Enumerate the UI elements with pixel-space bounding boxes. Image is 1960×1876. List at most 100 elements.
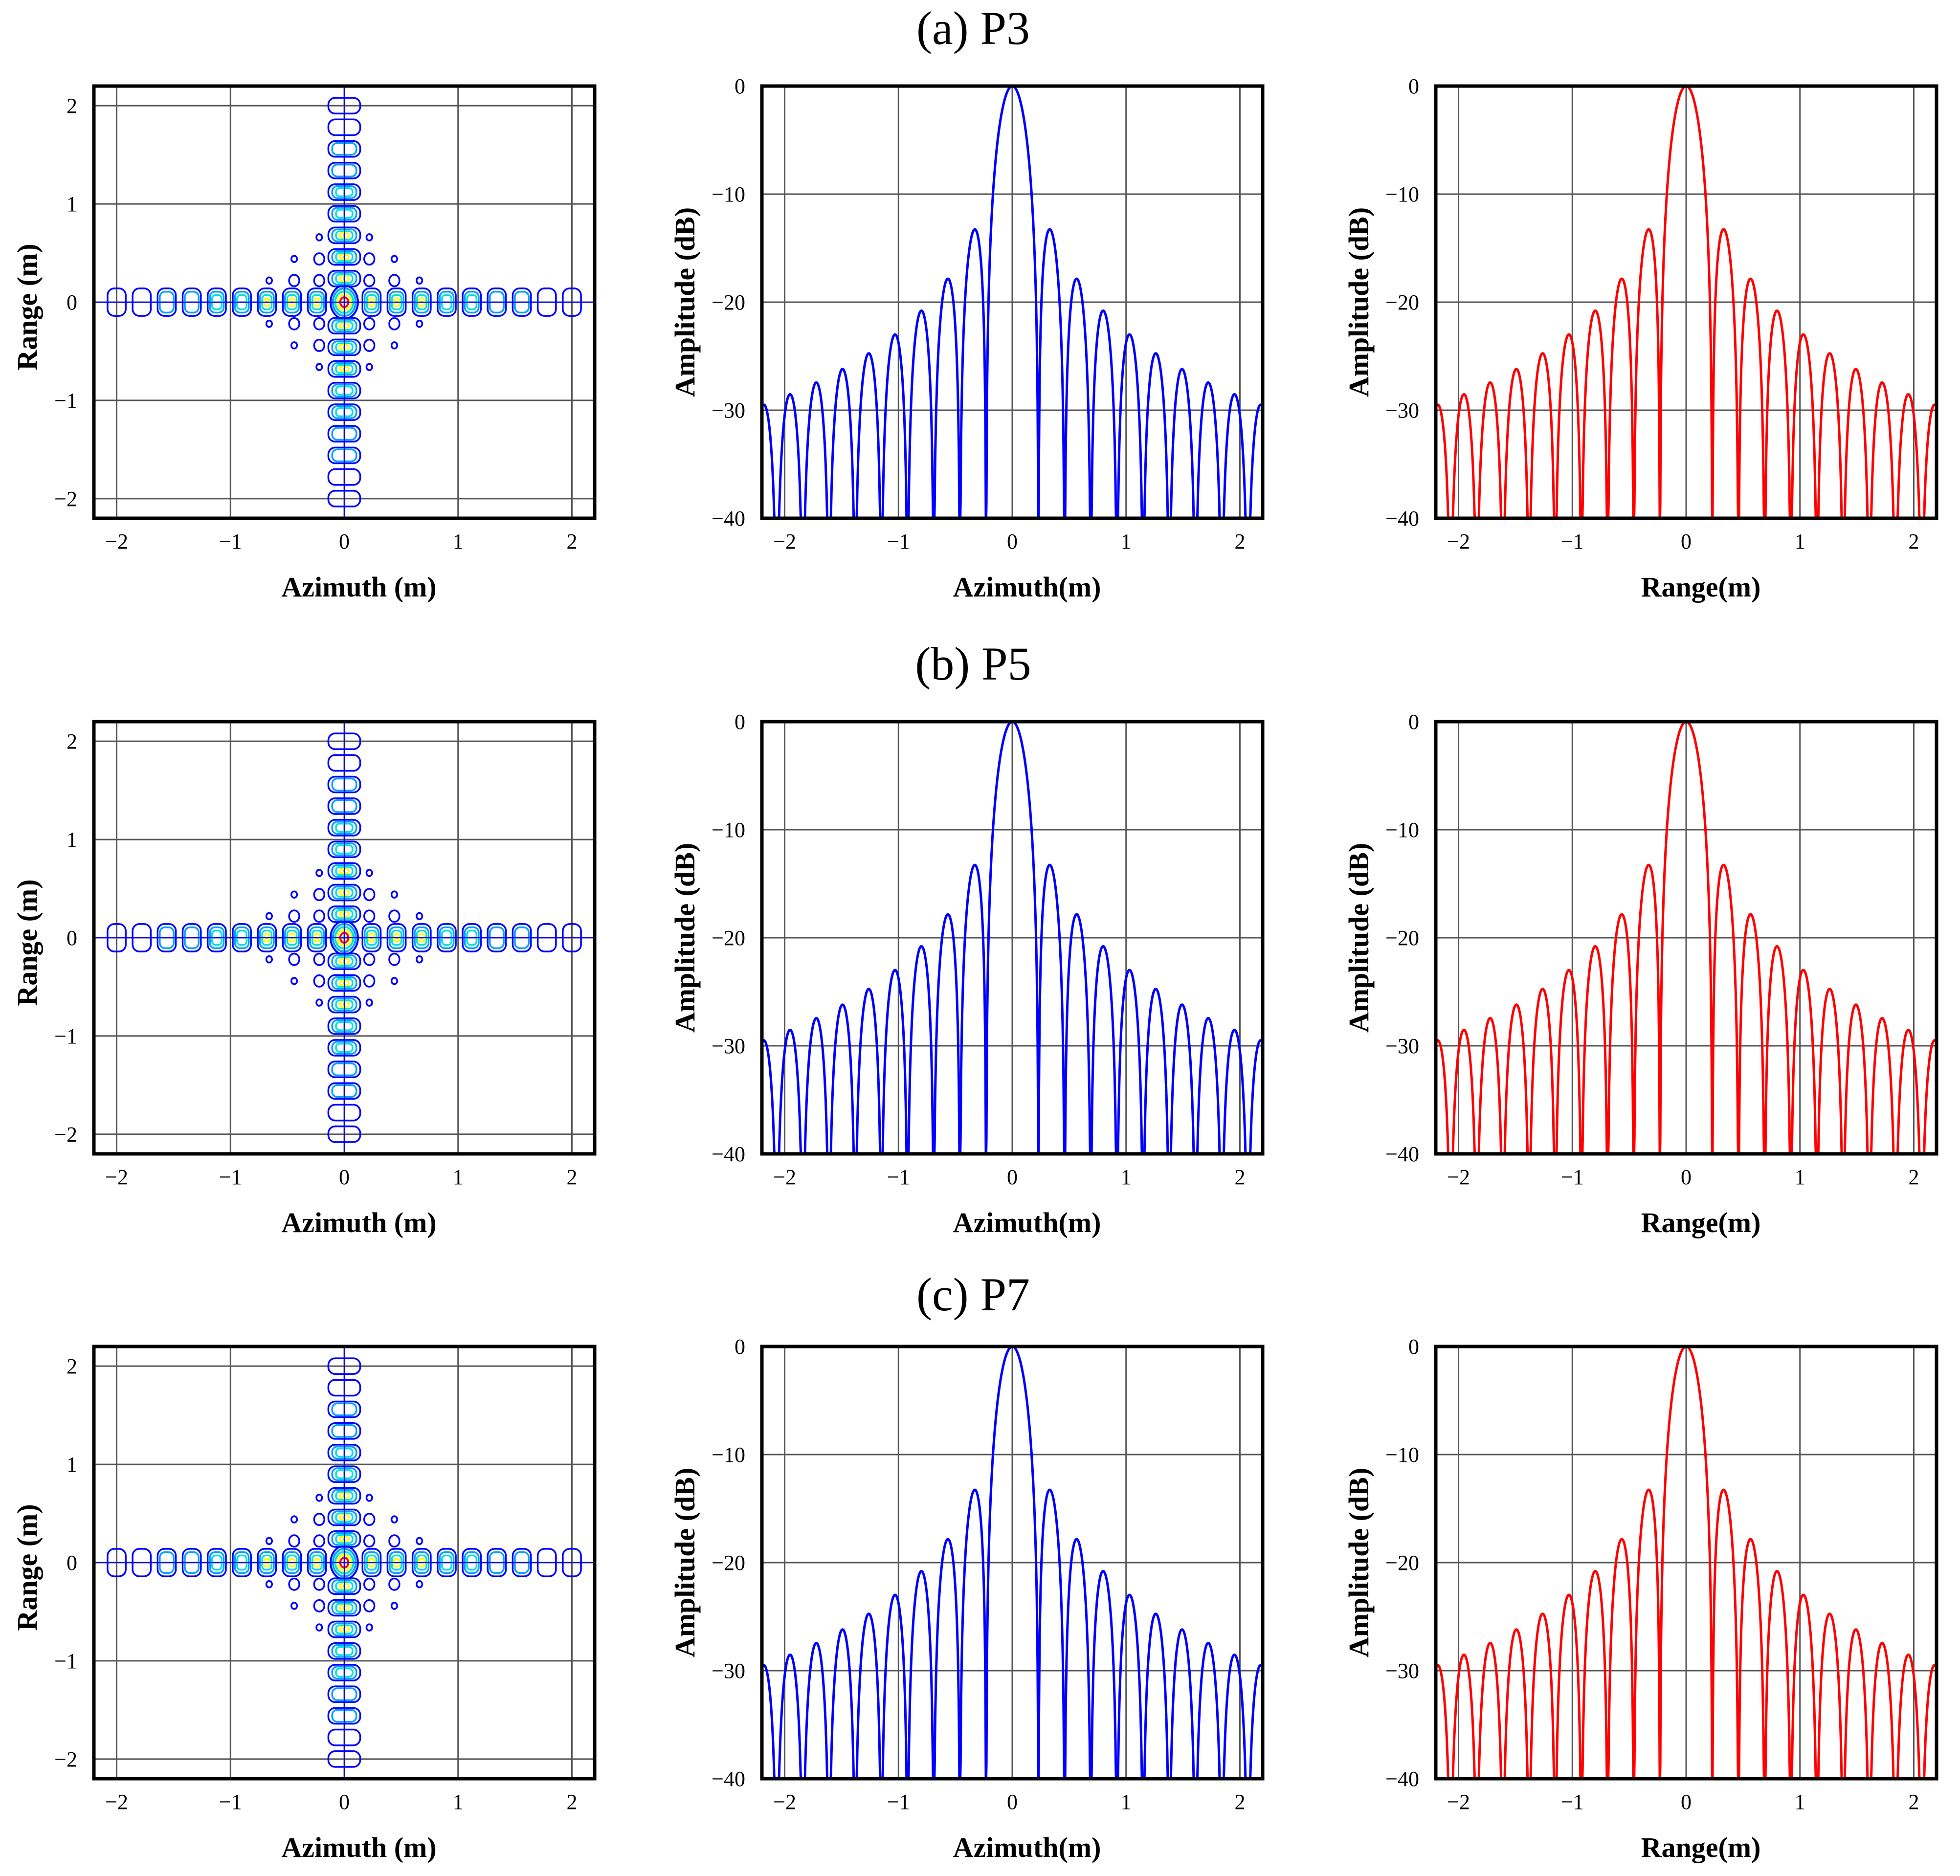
cross-sidelobe-contour	[313, 252, 326, 266]
cross-sidelobe-contour	[388, 1534, 401, 1548]
range-panel-c: −2 −1 0 1 20−10−20−30−40 Range(m) Amplitude …	[1343, 1335, 1938, 1863]
cross-sidelobe-contour	[313, 1534, 326, 1548]
cross-sidelobe-contour	[265, 1580, 273, 1589]
y-tick-label: −30	[712, 398, 745, 422]
x-tick-label: −1	[219, 1165, 242, 1189]
row-title-b: (b) P5	[915, 638, 1031, 690]
cross-sidelobe-contour	[290, 890, 298, 899]
y-tick-label: −40	[712, 507, 745, 530]
cross-sidelobe-contour	[288, 317, 300, 331]
x-tick-label: −1	[887, 530, 910, 553]
cross-sidelobe-contour	[390, 341, 398, 350]
y-tick-label: −20	[1385, 926, 1419, 950]
x-tick-label: 0	[339, 530, 350, 553]
x-tick-label: 1	[453, 530, 464, 553]
x-tick-label: −1	[1561, 1790, 1584, 1814]
x-tick-label: 1	[1795, 530, 1805, 553]
x-tick-label: 2	[1908, 530, 1919, 553]
contour-c-xlabel: Azimuth (m)	[281, 1832, 436, 1863]
cross-sidelobe-contour	[416, 1580, 423, 1589]
range-b-xlabel: Range(m)	[1641, 1207, 1761, 1238]
y-tick-label: −40	[1385, 1142, 1419, 1166]
cross-sidelobe-contour	[365, 869, 373, 877]
y-tick-label: −2	[54, 1747, 77, 1771]
cross-sidelobe-contour	[313, 1513, 326, 1526]
y-tick-label: −1	[54, 1024, 77, 1048]
cross-sidelobe-contour	[290, 977, 298, 985]
azimuth-c-xlabel: Azimuth(m)	[953, 1832, 1101, 1863]
cross-sidelobe-contour	[416, 276, 423, 285]
contour-b-xlabel: Azimuth (m)	[281, 1207, 436, 1238]
x-tick-label: −1	[1561, 530, 1584, 553]
cross-sidelobe-contour	[290, 255, 298, 263]
x-tick-label: −1	[219, 530, 242, 553]
cross-sidelobe-contour	[363, 974, 376, 988]
row-title-c: (c) P7	[916, 1268, 1030, 1321]
cross-sidelobe-contour	[390, 255, 398, 263]
range-c-xlabel: Range(m)	[1641, 1832, 1761, 1863]
cross-sidelobe-contour	[363, 888, 376, 902]
y-tick-label: 0	[1408, 710, 1419, 734]
cross-sidelobe-contour	[315, 233, 323, 242]
x-tick-label: −2	[1447, 1165, 1470, 1189]
y-tick-label: 0	[735, 74, 745, 98]
cross-sidelobe-contour	[363, 338, 376, 352]
cross-sidelobe-contour	[363, 1599, 376, 1612]
x-tick-label: 0	[1007, 1790, 1018, 1814]
y-tick-label: 0	[1408, 1335, 1419, 1359]
contour-panel-b: −2 −1 0 1 2 2 1 0 −1 −2 Azimuth (m) Range (m)	[11, 720, 597, 1238]
cross-sidelobe-contour	[315, 869, 323, 877]
y-tick-label: 0	[67, 1551, 77, 1575]
cross-sidelobe-contour	[265, 912, 273, 921]
x-tick-label: 2	[1234, 530, 1245, 553]
x-tick-label: 0	[339, 1790, 350, 1814]
x-tick-label: 0	[1681, 1165, 1692, 1189]
cross-sidelobe-contour	[315, 363, 323, 371]
cross-sidelobe-contour	[390, 1515, 398, 1523]
cross-sidelobe-contour	[288, 952, 300, 966]
cross-sidelobe-contour	[265, 1537, 273, 1545]
cross-sidelobe-contour	[390, 977, 398, 985]
x-tick-label: 1	[1121, 530, 1132, 553]
y-tick-label: −30	[1385, 398, 1419, 422]
y-tick-label: 0	[735, 1335, 745, 1359]
y-tick-label: 1	[67, 192, 77, 216]
cross-sidelobe-contour	[288, 1577, 300, 1591]
y-tick-label: −40	[1385, 1767, 1419, 1791]
cross-sidelobe-contour	[365, 1623, 373, 1632]
x-tick-label: 1	[453, 1165, 464, 1189]
cross-sidelobe-contour	[416, 912, 423, 921]
x-tick-label: −1	[887, 1790, 910, 1814]
cross-sidelobe-contour	[288, 274, 300, 287]
azimuth-c-ylabel: Amplitude (dB)	[669, 1468, 701, 1657]
azimuth-panel-c: −2 −1 0 1 20−10−20−30−40 Azimuth(m) Amplitud…	[669, 1335, 1265, 1863]
cross-sidelobe-contour	[288, 909, 300, 923]
row-title-a: (a) P3	[916, 2, 1030, 54]
cross-sidelobe-contour	[313, 1599, 326, 1612]
y-tick-label: 0	[67, 290, 77, 314]
x-tick-label: 0	[339, 1165, 350, 1189]
range-panel-a: −2 −1 0 1 20−10−20−30−40 Range(m) Amplitude …	[1343, 74, 1938, 603]
cross-sidelobe-contour	[313, 974, 326, 988]
cross-sidelobe-contour	[365, 1494, 373, 1502]
x-tick-label: 2	[566, 1790, 577, 1814]
y-tick-label: −30	[1385, 1034, 1419, 1058]
x-tick-label: 0	[1681, 1790, 1692, 1814]
y-tick-label: 2	[67, 94, 77, 118]
cross-sidelobe-contour	[416, 319, 423, 328]
contour-panel-c: −2 −1 0 1 2 2 1 0 −1 −2 Azimuth (m) Range (m)	[11, 1345, 597, 1863]
contour-plot-c	[94, 1346, 595, 1779]
y-tick-label: −20	[1385, 1551, 1419, 1575]
cross-sidelobe-contour	[388, 317, 401, 331]
x-tick-label: 2	[566, 530, 577, 553]
contour-b-ylabel: Range (m)	[11, 879, 43, 1006]
y-tick-label: −1	[54, 389, 77, 413]
cross-sidelobe-contour	[313, 888, 326, 902]
y-tick-label: −30	[712, 1659, 745, 1683]
x-tick-label: −2	[1447, 530, 1470, 553]
x-tick-label: 1	[1121, 1790, 1132, 1814]
cross-sidelobe-contour	[363, 1513, 376, 1526]
x-tick-label: 1	[453, 1790, 464, 1814]
cross-sidelobe-contour	[363, 252, 376, 266]
